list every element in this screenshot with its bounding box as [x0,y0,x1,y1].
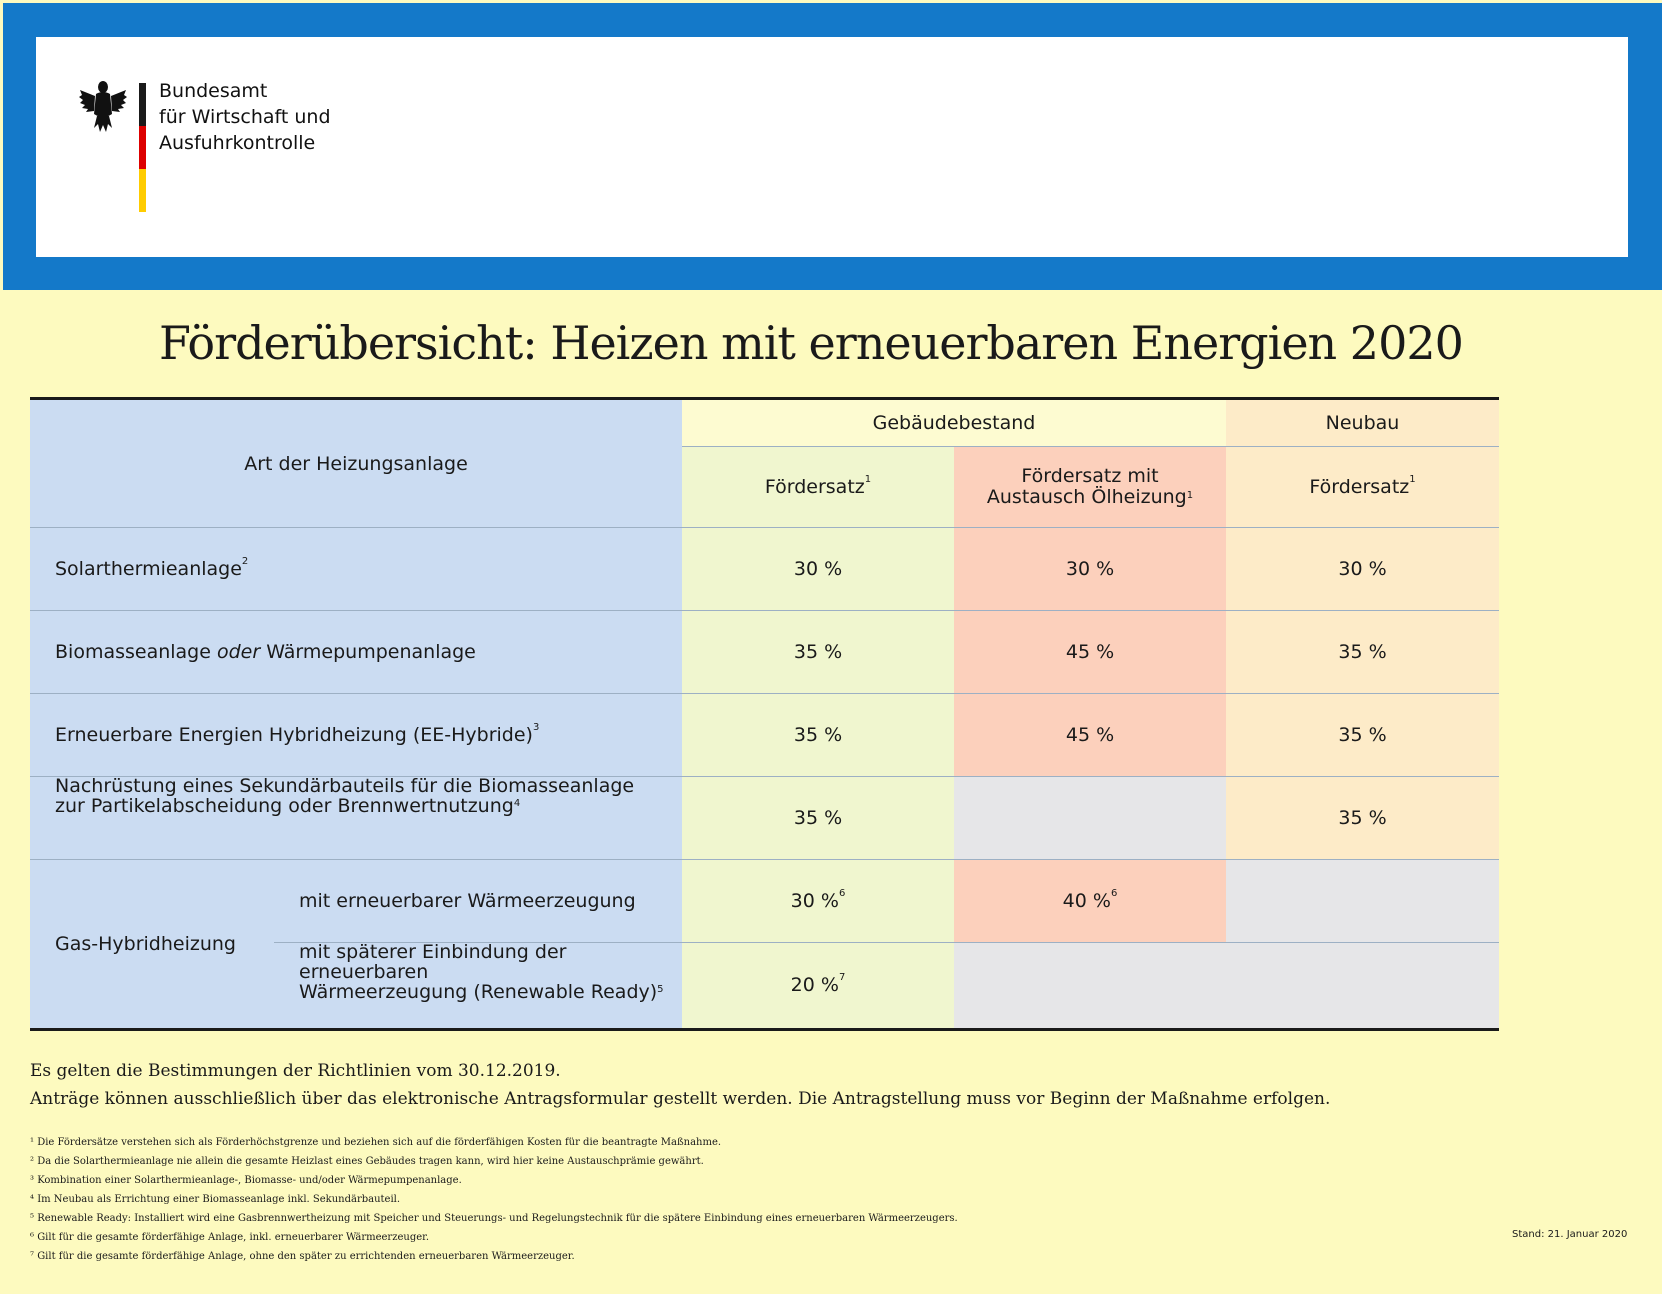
notes: Es gelten die Bestimmungen der Richtlini… [30,1057,1330,1113]
row-value-empty [954,776,1226,859]
org-name: Bundesamt für Wirtschaft und Ausfuhrkont… [159,80,331,154]
subheader-foerdersatz: Fördersatz1 [682,446,954,527]
row-divider [30,527,1499,528]
gas-sub-label: mit erneuerbarer Wärmeerzeugung [299,889,636,912]
row-label: Nachrüstung eines Sekundärbauteils für d… [30,776,682,859]
row-label: Biomasseanlage oder Wärmepumpenanlage [30,610,682,693]
row-divider [30,859,1499,860]
footnote: ³ Kombination einer Solarthermieanlage-,… [30,1175,462,1186]
footnote: ⁷ Gilt für die gesamte förderfähige Anla… [30,1251,575,1262]
footnotes: ¹ Die Fördersätze verstehen sich als För… [30,1133,958,1266]
row-value: 35 % [682,610,954,693]
gas-hybrid-label: Gas-Hybridheizung [30,859,682,1028]
gas-sub-label: mit späterer Einbindung der erneuerbaren… [299,941,664,1003]
row-label: Solarthermieanlage2 [30,527,682,610]
funding-table: Art der Heizungsanlage Gebäudebestand Ne… [30,397,1499,1031]
row-value-empty [954,942,1499,1028]
row-value: 30 %6 [682,859,954,942]
row-divider [274,942,1499,943]
footnote: ¹ Die Fördersätze verstehen sich als För… [30,1137,722,1148]
row-value: 20 %7 [682,942,954,1028]
row-value-empty [1226,859,1499,942]
col-heading: Art der Heizungsanlage [30,400,682,527]
group-gebaeudebestand: Gebäudebestand [682,400,1226,446]
row-value: 45 % [954,610,1226,693]
table-bottom-rule [30,1028,1499,1031]
logo-card [36,37,1628,257]
row-value: 30 % [1226,527,1499,610]
group-neubau: Neubau [1226,400,1499,446]
row-divider [30,776,1499,777]
subheader-neubau: Fördersatz1 [1226,446,1499,527]
row-value: 35 % [1226,693,1499,776]
row-label: Erneuerbare Energien Hybridheizung (EE-H… [30,693,682,776]
stand-date: Stand: 21. Januar 2020 [1512,1229,1628,1240]
row-value: 30 % [682,527,954,610]
footnote: ⁵ Renewable Ready: Installiert wird eine… [30,1213,958,1224]
row-value: 35 % [1226,776,1499,859]
row-value: 40 %6 [954,859,1226,942]
footnote: ⁶ Gilt für die gesamte förderfähige Anla… [30,1232,430,1243]
table-top-rule [30,397,1499,400]
subheader-foerdersatz-oel: Fördersatz mit Austausch Ölheizung1 [954,446,1226,527]
note-line: Anträge können ausschließlich über das e… [30,1089,1331,1109]
row-divider [682,446,1499,447]
row-value: 35 % [1226,610,1499,693]
page-title: Förderübersicht: Heizen mit erneuerbaren… [159,316,1464,370]
footnote: ⁴ Im Neubau als Errichtung einer Biomass… [30,1194,401,1205]
german-flag-bar [139,83,146,212]
row-value: 45 % [954,693,1226,776]
row-value: 35 % [682,693,954,776]
row-value: 30 % [954,527,1226,610]
footnote: ² Da die Solarthermieanlage nie allein d… [30,1156,704,1167]
row-divider [30,693,1499,694]
note-line: Es gelten die Bestimmungen der Richtlini… [30,1061,561,1081]
federal-eagle-icon [79,81,127,132]
row-divider [30,610,1499,611]
row-value: 35 % [682,776,954,859]
